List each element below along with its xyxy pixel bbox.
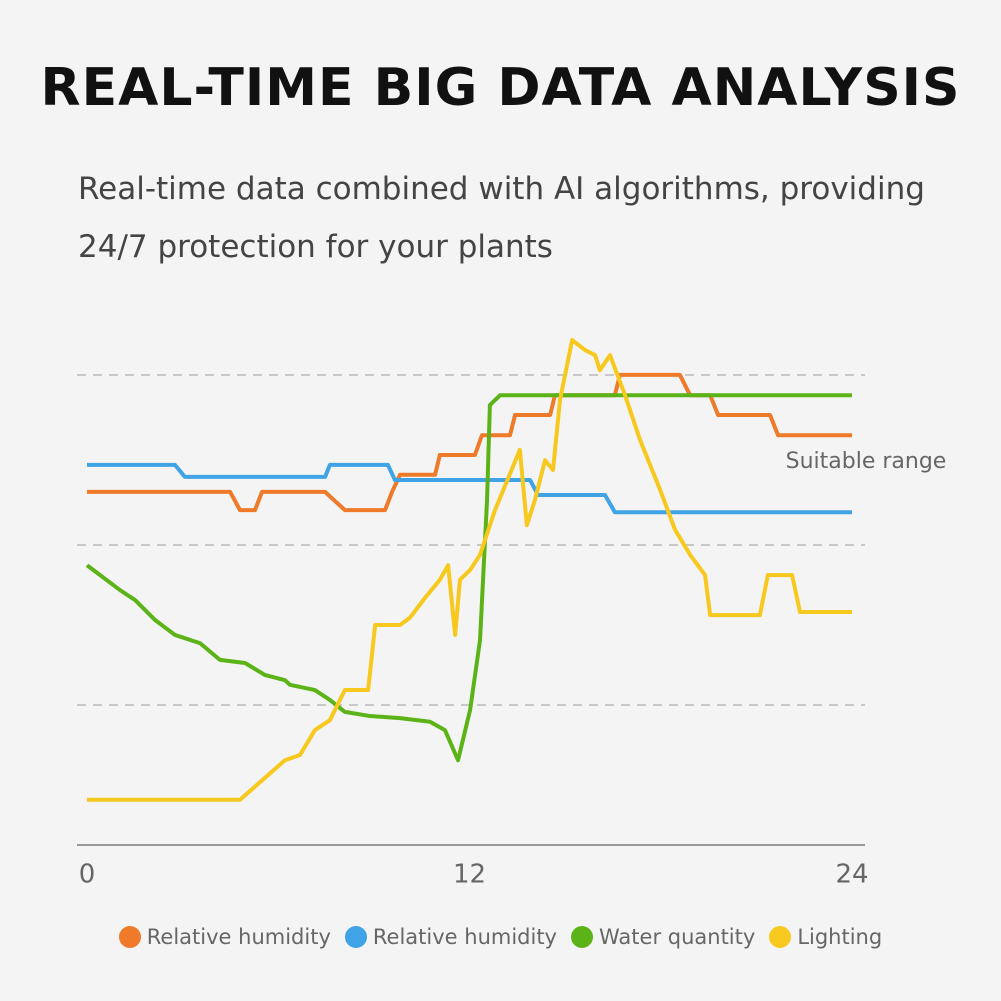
x-tick-label: 12 [453, 860, 486, 890]
legend-item: Relative humidity [344, 925, 557, 949]
guides [77, 374, 865, 706]
series-line [87, 462, 852, 515]
legend-item: Lighting [769, 925, 882, 949]
legend: Relative humidity Relative humidity Water … [0, 925, 1001, 949]
x-tick-label: 0 [79, 860, 96, 890]
legend-swatch [769, 926, 792, 948]
chart-title: REAL-TIME BIG DATA ANALYSIS [40, 58, 961, 118]
legend-label: Water quantity [599, 925, 756, 949]
x-tick-label: 24 [835, 860, 868, 890]
legend-swatch [571, 926, 593, 948]
series-line [85, 393, 852, 763]
legend-item: Relative humidity [118, 925, 331, 949]
legend-label: Relative humidity [146, 925, 331, 949]
series-line [87, 338, 852, 802]
legend-item: Water quantity [571, 925, 755, 949]
legend-label: Lighting [797, 925, 883, 949]
legend-swatch [344, 926, 367, 948]
legend-swatch [118, 926, 141, 948]
annotation: Suitable range [786, 449, 947, 474]
legend-label: Relative humidity [372, 925, 557, 949]
chart-subtitle: Real-time data combined with AI algorith… [78, 171, 925, 265]
